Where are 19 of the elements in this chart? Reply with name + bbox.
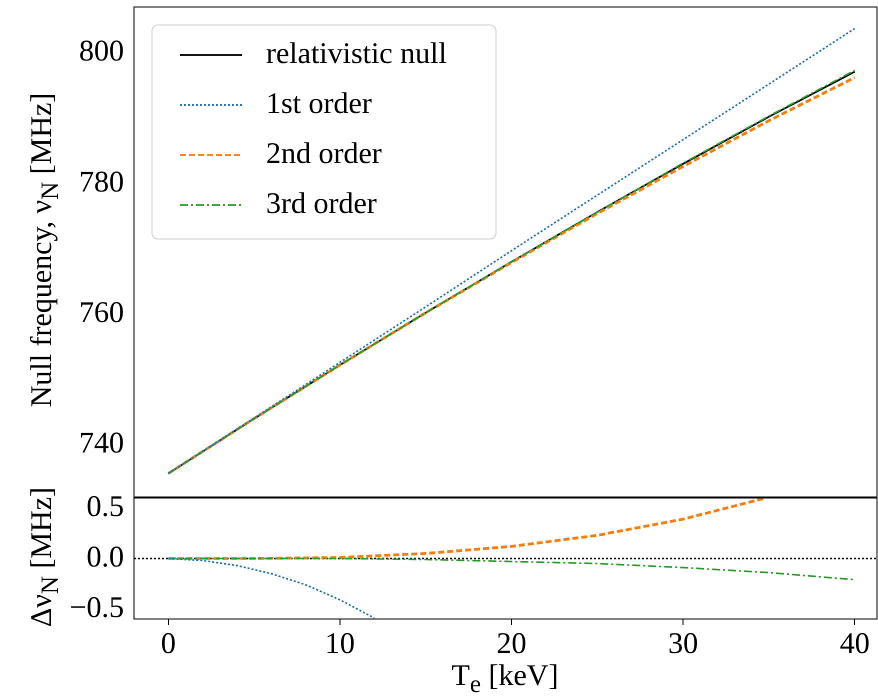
y-tick-label: 740 (79, 426, 124, 460)
legend-label: relativistic null (266, 36, 447, 70)
y-tick-label: 0.5 (86, 490, 124, 523)
y-tick-label: 780 (79, 165, 124, 198)
x-tick-label: 30 (668, 626, 698, 660)
line-series (168, 558, 376, 619)
x-tick-label: 10 (324, 626, 355, 660)
line-series (168, 558, 856, 580)
legend-label: 2nd order (266, 136, 382, 170)
x-axis-title: T$_{e}$ [keV] (452, 659, 558, 699)
y-tick-label: −0.5 (70, 590, 124, 624)
legend-label: 1st order (266, 86, 372, 120)
x-tick-label: 20 (496, 626, 527, 660)
y-tick-label: 760 (79, 296, 124, 329)
x-tick-label: 40 (840, 626, 870, 660)
y-tick-label: 0.0 (86, 540, 124, 574)
legend-label: 3rd order (266, 186, 377, 220)
x-tick-label: 0 (160, 626, 176, 660)
y-tick-label: 800 (79, 34, 124, 68)
